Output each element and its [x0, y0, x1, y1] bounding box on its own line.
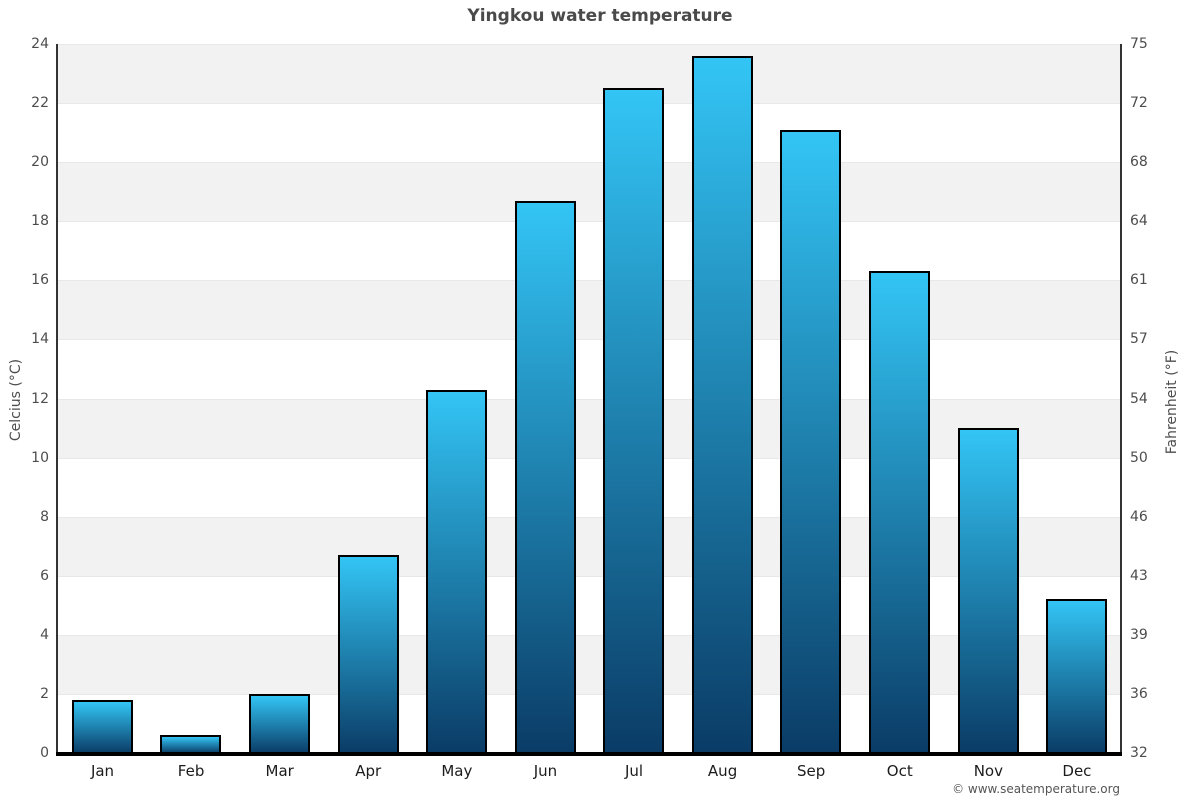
y-tick-fahrenheit-54: 54: [1130, 390, 1148, 407]
grid-band: [58, 457, 1121, 517]
bar-dec: [1046, 599, 1108, 753]
y-tick-fahrenheit-46: 46: [1130, 508, 1148, 525]
y-tick-celsius-16: 16: [31, 272, 49, 289]
x-label-dec: Dec: [1062, 762, 1092, 780]
left-axis-line: [56, 44, 58, 753]
gridline: [58, 398, 1121, 400]
y-tick-celsius-4: 4: [40, 626, 49, 643]
y-tick-celsius-6: 6: [40, 567, 49, 584]
plot-area: [58, 44, 1121, 753]
y-tick-fahrenheit-39: 39: [1130, 626, 1148, 643]
x-label-sep: Sep: [797, 762, 826, 780]
bar-jan: [71, 699, 133, 753]
grid-band: [58, 516, 1121, 576]
x-label-may: May: [441, 762, 473, 780]
gridline: [58, 575, 1121, 577]
bar-aug: [691, 55, 753, 753]
chart-title: Yingkou water temperature: [467, 6, 733, 26]
grid-band: [58, 634, 1121, 694]
x-label-apr: Apr: [355, 762, 382, 780]
gridline: [58, 221, 1121, 223]
x-label-jun: Jun: [533, 762, 558, 780]
y-tick-celsius-18: 18: [31, 213, 49, 230]
copyright-notice: © www.seatemperature.org: [952, 782, 1120, 796]
grid-band: [58, 162, 1121, 222]
y-tick-fahrenheit-68: 68: [1130, 154, 1148, 171]
bar-may: [426, 389, 488, 753]
y-tick-fahrenheit-43: 43: [1130, 567, 1148, 584]
gridline: [58, 634, 1121, 636]
bar-sep: [780, 129, 842, 753]
y-tick-celsius-8: 8: [40, 508, 49, 525]
x-label-jul: Jul: [624, 762, 644, 780]
y-tick-fahrenheit-61: 61: [1130, 272, 1148, 289]
x-axis-baseline: [56, 752, 1122, 756]
grid-band: [58, 103, 1121, 163]
y-tick-celsius-12: 12: [31, 390, 49, 407]
grid-band: [58, 693, 1121, 753]
right-axis-title: Fahrenheit (°F): [1164, 349, 1180, 455]
grid-band: [58, 339, 1121, 399]
gridline: [58, 162, 1121, 164]
bar-apr: [337, 555, 399, 753]
gridline: [58, 457, 1121, 459]
y-tick-celsius-10: 10: [31, 449, 49, 466]
gridline: [58, 103, 1121, 105]
y-tick-celsius-0: 0: [40, 745, 49, 761]
y-tick-celsius-14: 14: [31, 331, 49, 348]
x-label-aug: Aug: [707, 762, 738, 780]
y-tick-celsius-20: 20: [31, 154, 49, 171]
y-tick-fahrenheit-32: 32: [1130, 745, 1148, 761]
bar-feb: [160, 735, 222, 753]
bar-oct: [869, 271, 931, 753]
gridline: [58, 516, 1121, 518]
gridline: [58, 44, 1121, 45]
x-label-oct: Oct: [886, 762, 913, 780]
gridline: [58, 693, 1121, 695]
x-label-nov: Nov: [973, 762, 1003, 780]
y-tick-celsius-2: 2: [40, 685, 49, 702]
y-tick-fahrenheit-57: 57: [1130, 331, 1148, 348]
y-tick-fahrenheit-75: 75: [1130, 36, 1148, 52]
y-tick-fahrenheit-50: 50: [1130, 449, 1148, 466]
y-tick-fahrenheit-72: 72: [1130, 95, 1148, 112]
y-tick-fahrenheit-36: 36: [1130, 685, 1148, 702]
y-tick-celsius-22: 22: [31, 95, 49, 112]
grid-band: [58, 280, 1121, 340]
x-label-feb: Feb: [177, 762, 205, 780]
grid-band: [58, 221, 1121, 281]
grid-band: [58, 575, 1121, 635]
gridline: [58, 339, 1121, 341]
bar-nov: [957, 428, 1019, 753]
bar-jul: [603, 88, 665, 753]
right-axis-line: [1120, 44, 1122, 753]
grid-band: [58, 44, 1121, 104]
bar-mar: [248, 693, 310, 753]
y-tick-fahrenheit-64: 64: [1130, 213, 1148, 230]
x-label-mar: Mar: [265, 762, 294, 780]
grid-band: [58, 398, 1121, 458]
x-label-jan: Jan: [90, 762, 115, 780]
left-axis-title: Celcius (°C): [8, 358, 24, 442]
bar-jun: [514, 200, 576, 753]
y-tick-celsius-24: 24: [31, 36, 49, 52]
gridline: [58, 280, 1121, 282]
